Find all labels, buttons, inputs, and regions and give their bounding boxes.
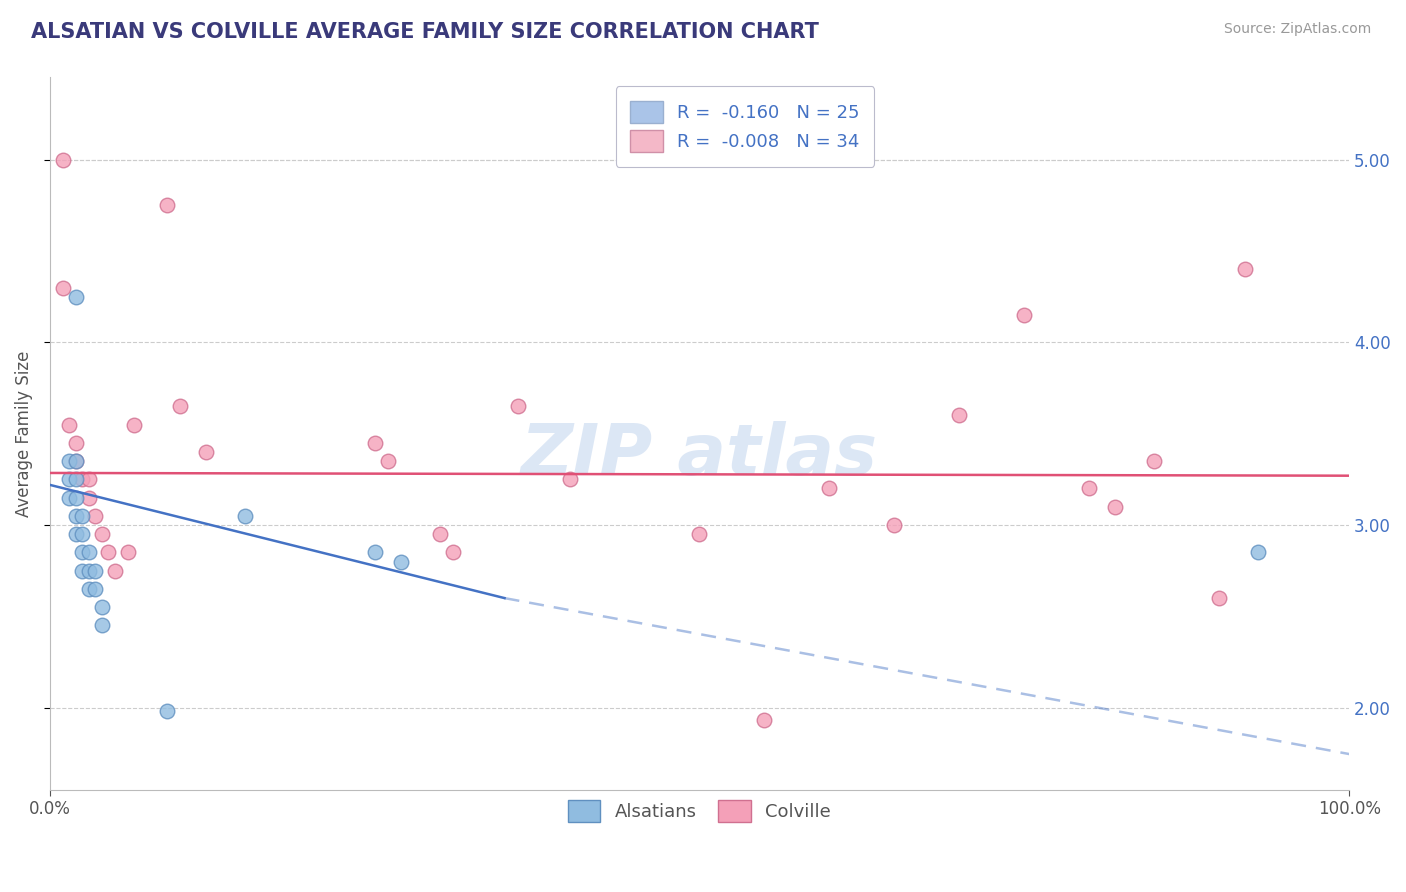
Point [52,153,75,167]
Point [1104,500,1126,514]
Point [1234,262,1257,277]
Point [77,491,100,505]
Point [77,582,100,596]
Point [389,555,412,569]
Point [818,482,841,496]
Point [688,527,710,541]
Point [65,290,87,304]
Point [77,545,100,559]
Point [117,545,139,559]
Point [90,527,112,541]
Point [1078,482,1101,496]
Point [754,714,776,728]
Point [90,600,112,615]
Point [363,545,385,559]
Point [1247,545,1270,559]
Point [156,704,179,718]
Point [70,472,93,486]
Point [84,508,107,523]
Text: Source: ZipAtlas.com: Source: ZipAtlas.com [1223,22,1371,37]
Point [948,409,970,423]
Point [70,527,93,541]
Point [65,472,87,486]
Point [58,417,80,432]
Point [233,508,256,523]
Point [506,399,529,413]
Point [58,491,80,505]
Point [558,472,581,486]
Point [441,545,464,559]
Point [84,582,107,596]
Point [90,618,112,632]
Point [65,508,87,523]
Point [65,454,87,468]
Point [1014,308,1036,322]
Point [1143,454,1166,468]
Point [194,445,217,459]
Point [65,491,87,505]
Point [363,435,385,450]
Text: ZIP atlas: ZIP atlas [520,420,877,490]
Point [70,508,93,523]
Point [58,472,80,486]
Point [58,454,80,468]
Point [122,417,145,432]
Point [65,454,87,468]
Point [883,518,905,533]
Point [65,435,87,450]
Y-axis label: Average Family Size: Average Family Size [15,351,32,516]
Point [429,527,451,541]
Point [52,280,75,294]
Point [377,454,399,468]
Point [70,564,93,578]
Point [1208,591,1230,606]
Legend: Alsatians, Colville: Alsatians, Colville [555,787,844,834]
Point [156,198,179,212]
Point [77,564,100,578]
Point [169,399,191,413]
Point [84,564,107,578]
Point [104,564,127,578]
Point [65,527,87,541]
Point [70,545,93,559]
Point [97,545,120,559]
Point [77,472,100,486]
Text: ALSATIAN VS COLVILLE AVERAGE FAMILY SIZE CORRELATION CHART: ALSATIAN VS COLVILLE AVERAGE FAMILY SIZE… [31,22,818,42]
